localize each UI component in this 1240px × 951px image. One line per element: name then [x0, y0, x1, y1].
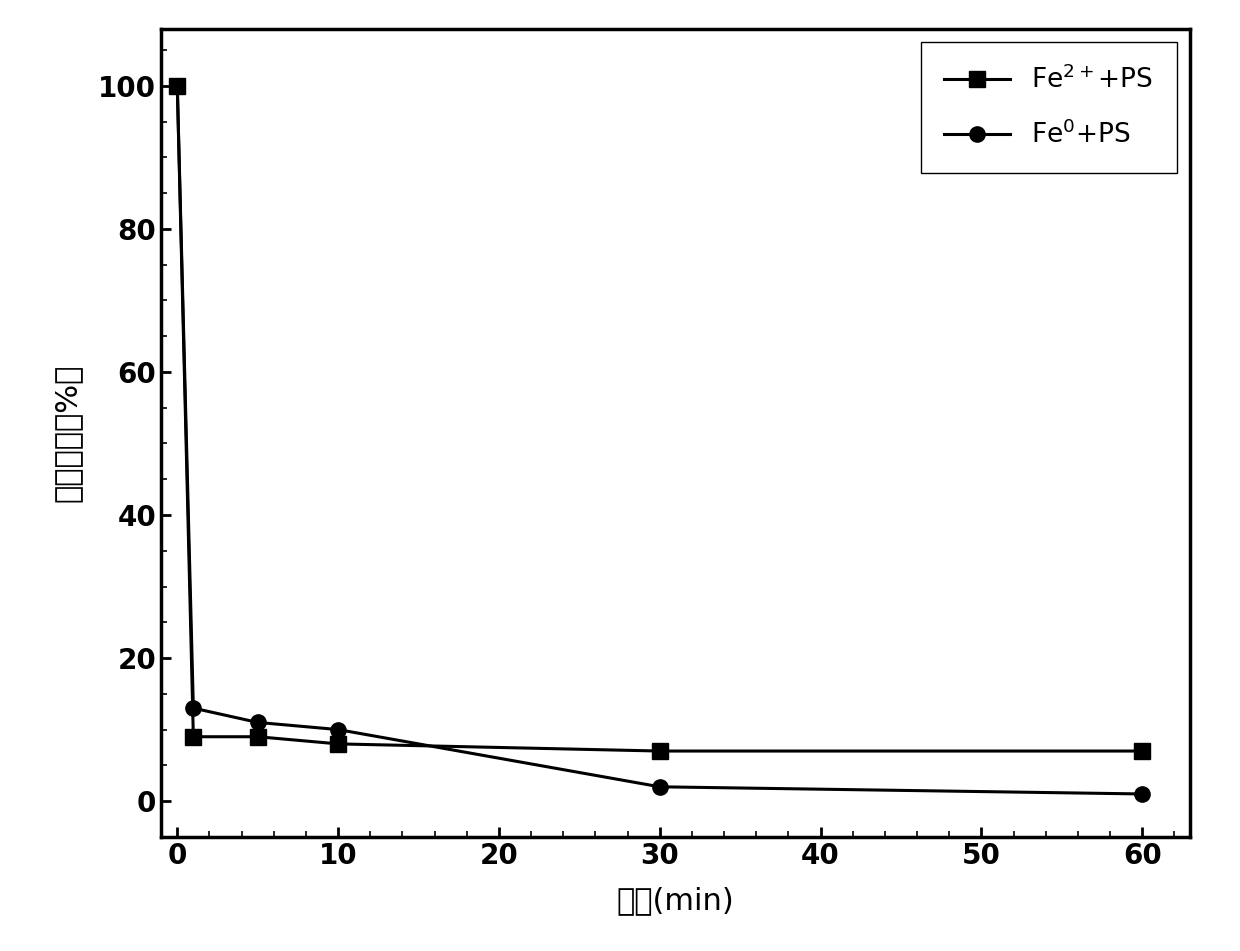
Fe$^{2+}$+PS	[652, 746, 667, 757]
Legend: Fe$^{2+}$+PS, Fe$^{0}$+PS: Fe$^{2+}$+PS, Fe$^{0}$+PS	[920, 42, 1177, 173]
Fe$^{0}$+PS	[250, 717, 265, 728]
Fe$^{2+}$+PS	[170, 80, 185, 91]
Fe$^{0}$+PS	[186, 703, 201, 714]
Fe$^{0}$+PS	[1135, 788, 1149, 800]
Fe$^{0}$+PS	[331, 724, 346, 735]
Line: Fe$^{0}$+PS: Fe$^{0}$+PS	[170, 78, 1149, 802]
Fe$^{2+}$+PS	[250, 731, 265, 743]
Fe$^{2+}$+PS	[1135, 746, 1149, 757]
Fe$^{0}$+PS	[652, 781, 667, 792]
X-axis label: 时间(min): 时间(min)	[618, 886, 734, 916]
Fe$^{2+}$+PS	[331, 738, 346, 749]
Line: Fe$^{2+}$+PS: Fe$^{2+}$+PS	[170, 78, 1149, 759]
Fe$^{0}$+PS	[170, 80, 185, 91]
Y-axis label: 非剩余率（%）: 非剩余率（%）	[52, 363, 82, 502]
Fe$^{2+}$+PS	[186, 731, 201, 743]
